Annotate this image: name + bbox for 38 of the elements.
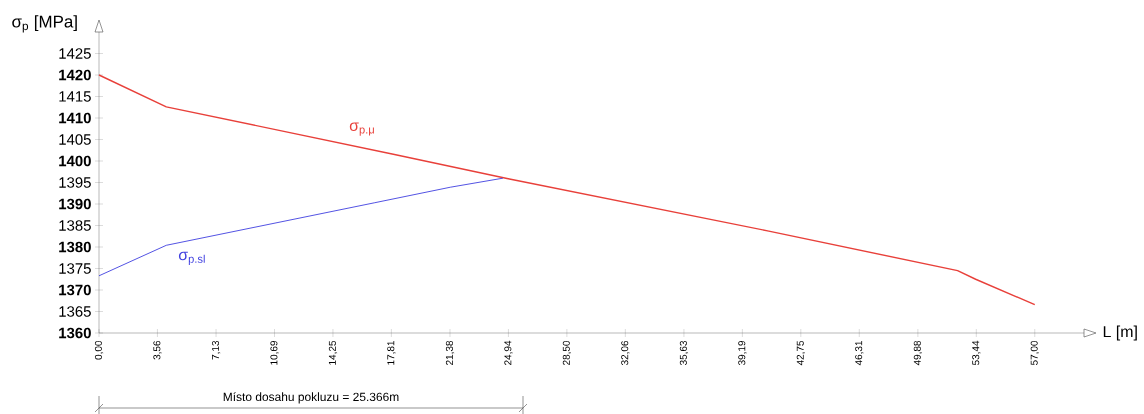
y-tick-label: 1415 <box>59 91 91 102</box>
y-tick-label: 1400 <box>59 155 91 167</box>
x-axis-title: L [m] <box>1103 325 1137 341</box>
line-series <box>98 177 504 277</box>
y-tick-label: 1425 <box>59 48 91 59</box>
x-tick-label: 17,81 <box>387 341 396 365</box>
y-tick-label: 1395 <box>59 177 91 188</box>
y-tick-label: 1390 <box>59 198 91 210</box>
x-tick-label: 24,94 <box>504 340 513 365</box>
x-tick-label: 10,69 <box>270 340 279 365</box>
x-tick-label: 32,06 <box>621 340 630 366</box>
y-tick-label: 1375 <box>59 263 91 274</box>
x-tick-label: 0,00 <box>94 340 104 360</box>
x-tick-label: 39,19 <box>738 340 747 366</box>
line-series <box>98 74 1036 306</box>
y-tick-label: 1370 <box>59 284 91 296</box>
text: Místo dosahu pokluzu = 25.366m <box>223 392 399 404</box>
x-tick-label: 46,31 <box>855 341 864 366</box>
x-tick-label: 53,44 <box>972 340 981 366</box>
series-label: σ$_{p.μ}$ <box>349 122 374 136</box>
x-tick-label: 21,38 <box>445 340 455 365</box>
y-tick-label: 1365 <box>59 306 91 317</box>
x-tick-label: 35,63 <box>679 340 689 366</box>
x-tick-label: 57,00 <box>1030 340 1039 366</box>
series-label: σ$_{p.sl}$ <box>178 251 205 266</box>
y-tick-label: 1385 <box>59 220 91 231</box>
x-tick-label: 49,88 <box>913 340 922 366</box>
y-tick-label: 1380 <box>59 241 91 253</box>
y-axis-title: σ$_{p}$ [MPa] <box>12 15 77 33</box>
x-tick-label: 3,56 <box>153 340 162 360</box>
y-tick-label: 1405 <box>59 134 91 145</box>
y-tick-label: 1410 <box>59 112 91 124</box>
x-tick-label: 14,25 <box>328 340 338 365</box>
y-tick-label: 1360 <box>59 327 91 339</box>
x-tick-label: 7,13 <box>211 340 221 360</box>
x-tick-label: 28,50 <box>562 340 572 365</box>
x-tick-label: 42,75 <box>796 340 805 366</box>
y-tick-label: 1420 <box>59 69 91 81</box>
